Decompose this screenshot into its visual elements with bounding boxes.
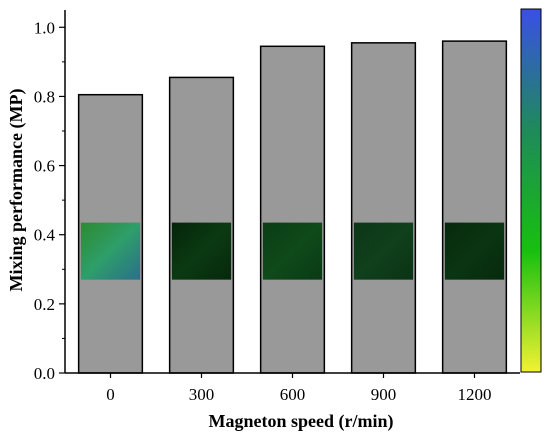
sample-image-1200 xyxy=(444,222,505,280)
labels-layer: 0 300 600 900 1200 0.0 0.2 0.4 0.6 0.8 1.0 xyxy=(34,18,492,404)
bar-600 xyxy=(259,45,326,374)
x-tick-label-1200: 1200 xyxy=(458,385,492,404)
sample-image-600 xyxy=(262,222,323,280)
bars-layer xyxy=(77,40,508,374)
y-tick-label: 0.8 xyxy=(34,87,55,106)
colorbar xyxy=(520,8,542,373)
x-tick-label-0: 0 xyxy=(106,385,115,404)
bar-900 xyxy=(350,42,417,374)
sample-image-300 xyxy=(171,222,232,280)
x-tick-label-600: 600 xyxy=(280,385,306,404)
x-axis-title: Magneton speed (r/min) xyxy=(209,411,394,432)
y-tick-label: 0.0 xyxy=(34,364,55,383)
x-tick-label-900: 900 xyxy=(371,385,397,404)
y-tick-label: 0.6 xyxy=(34,157,55,176)
axes-layer xyxy=(59,10,520,378)
sample-image-0 xyxy=(80,222,141,280)
bar-1200 xyxy=(441,40,508,374)
x-tick-label-300: 300 xyxy=(189,385,215,404)
y-axis-title: Mixing performance (MP) xyxy=(6,89,27,292)
y-tick-label: 0.4 xyxy=(34,226,56,245)
y-tick-label: 0.2 xyxy=(34,295,55,314)
sample-image-900 xyxy=(353,222,414,280)
y-tick-label: 1.0 xyxy=(34,18,55,37)
